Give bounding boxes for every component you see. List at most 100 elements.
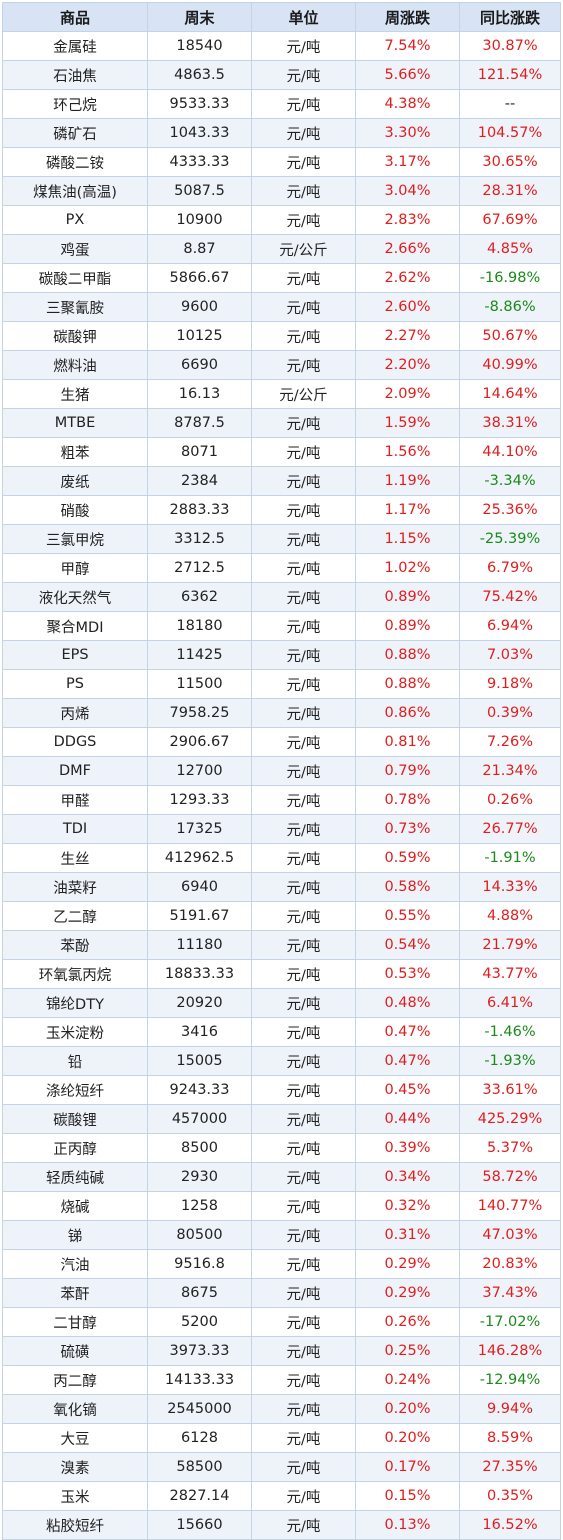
cell-weekly-change: 2.60%	[355, 292, 460, 322]
cell-weekly-change: 2.27%	[355, 321, 460, 351]
cell-unit: 元/吨	[251, 1249, 356, 1279]
cell-unit: 元/吨	[251, 611, 356, 641]
table-row: 油菜籽 6940 元/吨 0.58% 14.33%	[2, 872, 561, 902]
table-row: 苯酚 11180 元/吨 0.54% 21.79%	[2, 930, 561, 960]
cell-weekly-change: 0.26%	[355, 1307, 460, 1337]
cell-unit: 元/公斤	[251, 379, 356, 409]
cell-unit: 元/吨	[251, 988, 356, 1018]
cell-weekend-price: 11425	[147, 640, 252, 670]
cell-weekend-price: 2545000	[147, 1394, 252, 1424]
cell-weekly-change: 0.73%	[355, 814, 460, 844]
cell-weekly-change: 0.54%	[355, 930, 460, 960]
cell-weekly-change: 1.17%	[355, 495, 460, 525]
cell-weekend-price: 2906.67	[147, 727, 252, 757]
table-row: 二甘醇 5200 元/吨 0.26% -17.02%	[2, 1307, 561, 1337]
cell-weekly-change: 2.83%	[355, 205, 460, 235]
table-row: PX 10900 元/吨 2.83% 67.69%	[2, 205, 561, 235]
table-row: 丙烯 7958.25 元/吨 0.86% 0.39%	[2, 698, 561, 728]
cell-weekly-change: 1.02%	[355, 553, 460, 583]
table-row: 硫磺 3973.33 元/吨 0.25% 146.28%	[2, 1336, 561, 1366]
cell-weekly-change: 1.56%	[355, 437, 460, 467]
cell-weekend-price: 4863.5	[147, 60, 252, 90]
cell-yoy-change: 40.99%	[459, 350, 561, 380]
cell-unit: 元/吨	[251, 930, 356, 960]
cell-weekend-price: 12700	[147, 756, 252, 786]
cell-weekend-price: 6940	[147, 872, 252, 902]
cell-weekend-price: 3416	[147, 1017, 252, 1047]
cell-commodity: 锦纶DTY	[2, 988, 148, 1018]
cell-yoy-change: 26.77%	[459, 814, 561, 844]
cell-weekend-price: 8.87	[147, 234, 252, 264]
cell-yoy-change: 8.59%	[459, 1423, 561, 1453]
table-row: 碳酸钾 10125 元/吨 2.27% 50.67%	[2, 321, 561, 351]
cell-weekly-change: 0.78%	[355, 785, 460, 815]
cell-unit: 元/吨	[251, 205, 356, 235]
cell-weekend-price: 5191.67	[147, 901, 252, 931]
cell-weekly-change: 0.59%	[355, 843, 460, 873]
cell-weekly-change: 0.13%	[355, 1510, 460, 1540]
table-row: 煤焦油(高温) 5087.5 元/吨 3.04% 28.31%	[2, 176, 561, 206]
cell-commodity: 聚合MDI	[2, 611, 148, 641]
cell-yoy-change: -12.94%	[459, 1365, 561, 1395]
cell-weekly-change: 2.62%	[355, 263, 460, 293]
table-row: EPS 11425 元/吨 0.88% 7.03%	[2, 640, 561, 670]
cell-yoy-change: 9.18%	[459, 669, 561, 699]
cell-unit: 元/吨	[251, 756, 356, 786]
cell-commodity: 煤焦油(高温)	[2, 176, 148, 206]
cell-unit: 元/吨	[251, 1307, 356, 1337]
header-weekly-change: 周涨跌	[355, 2, 460, 32]
cell-yoy-change: 43.77%	[459, 959, 561, 989]
cell-weekend-price: 1258	[147, 1191, 252, 1221]
cell-unit: 元/吨	[251, 176, 356, 206]
cell-commodity: 锑	[2, 1220, 148, 1250]
cell-weekend-price: 2883.33	[147, 495, 252, 525]
table-row: 硝酸 2883.33 元/吨 1.17% 25.36%	[2, 495, 561, 525]
table-row: 甲醇 2712.5 元/吨 1.02% 6.79%	[2, 553, 561, 583]
cell-unit: 元/吨	[251, 60, 356, 90]
cell-yoy-change: 146.28%	[459, 1336, 561, 1366]
cell-yoy-change: 21.34%	[459, 756, 561, 786]
cell-weekend-price: 9516.8	[147, 1249, 252, 1279]
cell-weekly-change: 7.54%	[355, 31, 460, 61]
cell-commodity: DDGS	[2, 727, 148, 757]
cell-commodity: 碳酸钾	[2, 321, 148, 351]
cell-commodity: 乙二醇	[2, 901, 148, 931]
header-unit: 单位	[251, 2, 356, 32]
cell-yoy-change: 28.31%	[459, 176, 561, 206]
cell-commodity: 环氧氯丙烷	[2, 959, 148, 989]
cell-commodity: 生猪	[2, 379, 148, 409]
table-row: DMF 12700 元/吨 0.79% 21.34%	[2, 756, 561, 786]
cell-commodity: 铅	[2, 1046, 148, 1076]
cell-weekly-change: 0.39%	[355, 1133, 460, 1163]
cell-weekly-change: 0.44%	[355, 1104, 460, 1134]
cell-commodity: PX	[2, 205, 148, 235]
header-row: 商品 周末 单位 周涨跌 同比涨跌	[2, 2, 561, 32]
cell-unit: 元/吨	[251, 1104, 356, 1134]
cell-commodity: 粘胶短纤	[2, 1510, 148, 1540]
cell-yoy-change: 7.26%	[459, 727, 561, 757]
table-row: 甲醛 1293.33 元/吨 0.78% 0.26%	[2, 785, 561, 815]
cell-unit: 元/吨	[251, 437, 356, 467]
cell-unit: 元/吨	[251, 466, 356, 496]
cell-weekly-change: 0.15%	[355, 1481, 460, 1511]
cell-commodity: 金属硅	[2, 31, 148, 61]
cell-yoy-change: 21.79%	[459, 930, 561, 960]
cell-commodity: 磷酸二铵	[2, 147, 148, 177]
cell-unit: 元/吨	[251, 408, 356, 438]
table-row: 磷矿石 1043.33 元/吨 3.30% 104.57%	[2, 118, 561, 148]
cell-commodity: 鸡蛋	[2, 234, 148, 264]
table-row: 生猪 16.13 元/公斤 2.09% 14.64%	[2, 379, 561, 409]
cell-yoy-change: 44.10%	[459, 437, 561, 467]
cell-unit: 元/吨	[251, 524, 356, 554]
table-row: 锦纶DTY 20920 元/吨 0.48% 6.41%	[2, 988, 561, 1018]
cell-commodity: TDI	[2, 814, 148, 844]
cell-yoy-change: 67.69%	[459, 205, 561, 235]
cell-unit: 元/吨	[251, 1423, 356, 1453]
cell-unit: 元/吨	[251, 1191, 356, 1221]
cell-commodity: 碳酸锂	[2, 1104, 148, 1134]
cell-unit: 元/吨	[251, 1394, 356, 1424]
cell-unit: 元/吨	[251, 1017, 356, 1047]
table-row: 苯酐 8675 元/吨 0.29% 37.43%	[2, 1278, 561, 1308]
cell-unit: 元/吨	[251, 292, 356, 322]
cell-unit: 元/吨	[251, 350, 356, 380]
